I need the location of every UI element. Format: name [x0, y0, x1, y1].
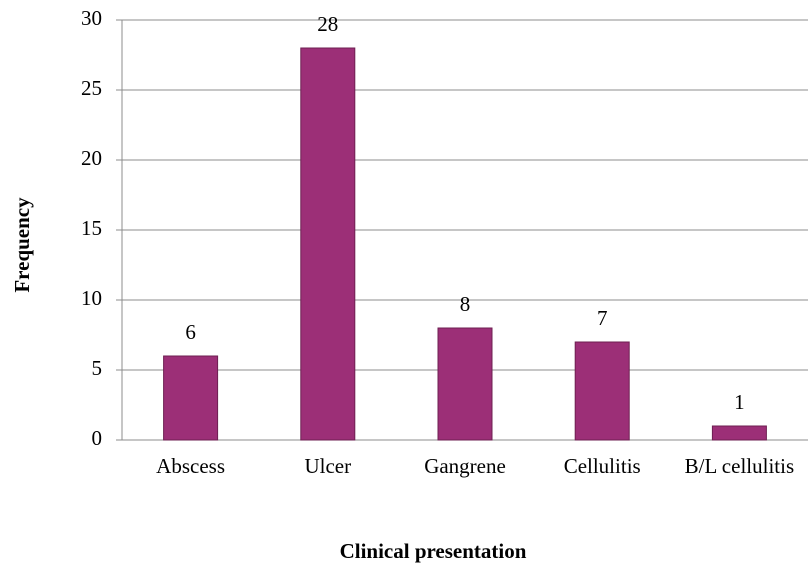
- data-label: 7: [597, 306, 608, 330]
- y-tick-label: 30: [81, 6, 102, 30]
- x-tick-label: Cellulitis: [564, 454, 641, 478]
- y-tick-label: 5: [92, 356, 103, 380]
- data-label: 8: [460, 292, 471, 316]
- y-tick-label: 10: [81, 286, 102, 310]
- bar: [711, 425, 767, 441]
- data-label: 28: [317, 12, 338, 36]
- x-tick-label: Ulcer: [304, 454, 351, 478]
- y-axis-title: Frequency: [10, 197, 34, 293]
- data-label: 6: [185, 320, 196, 344]
- bar: [163, 355, 219, 441]
- x-tick-label: Abscess: [156, 454, 225, 478]
- y-tick-label: 0: [92, 426, 103, 450]
- y-tick-label: 20: [81, 146, 102, 170]
- bar: [300, 47, 356, 441]
- x-tick-label: B/L cellulitis: [685, 454, 794, 478]
- data-label: 1: [734, 390, 745, 414]
- bar: [437, 327, 493, 441]
- x-axis-title: Clinical presentation: [340, 539, 527, 563]
- x-tick-label: Gangrene: [424, 454, 506, 478]
- y-tick-label: 15: [81, 216, 102, 240]
- bar: [574, 341, 630, 441]
- y-tick-label: 25: [81, 76, 102, 100]
